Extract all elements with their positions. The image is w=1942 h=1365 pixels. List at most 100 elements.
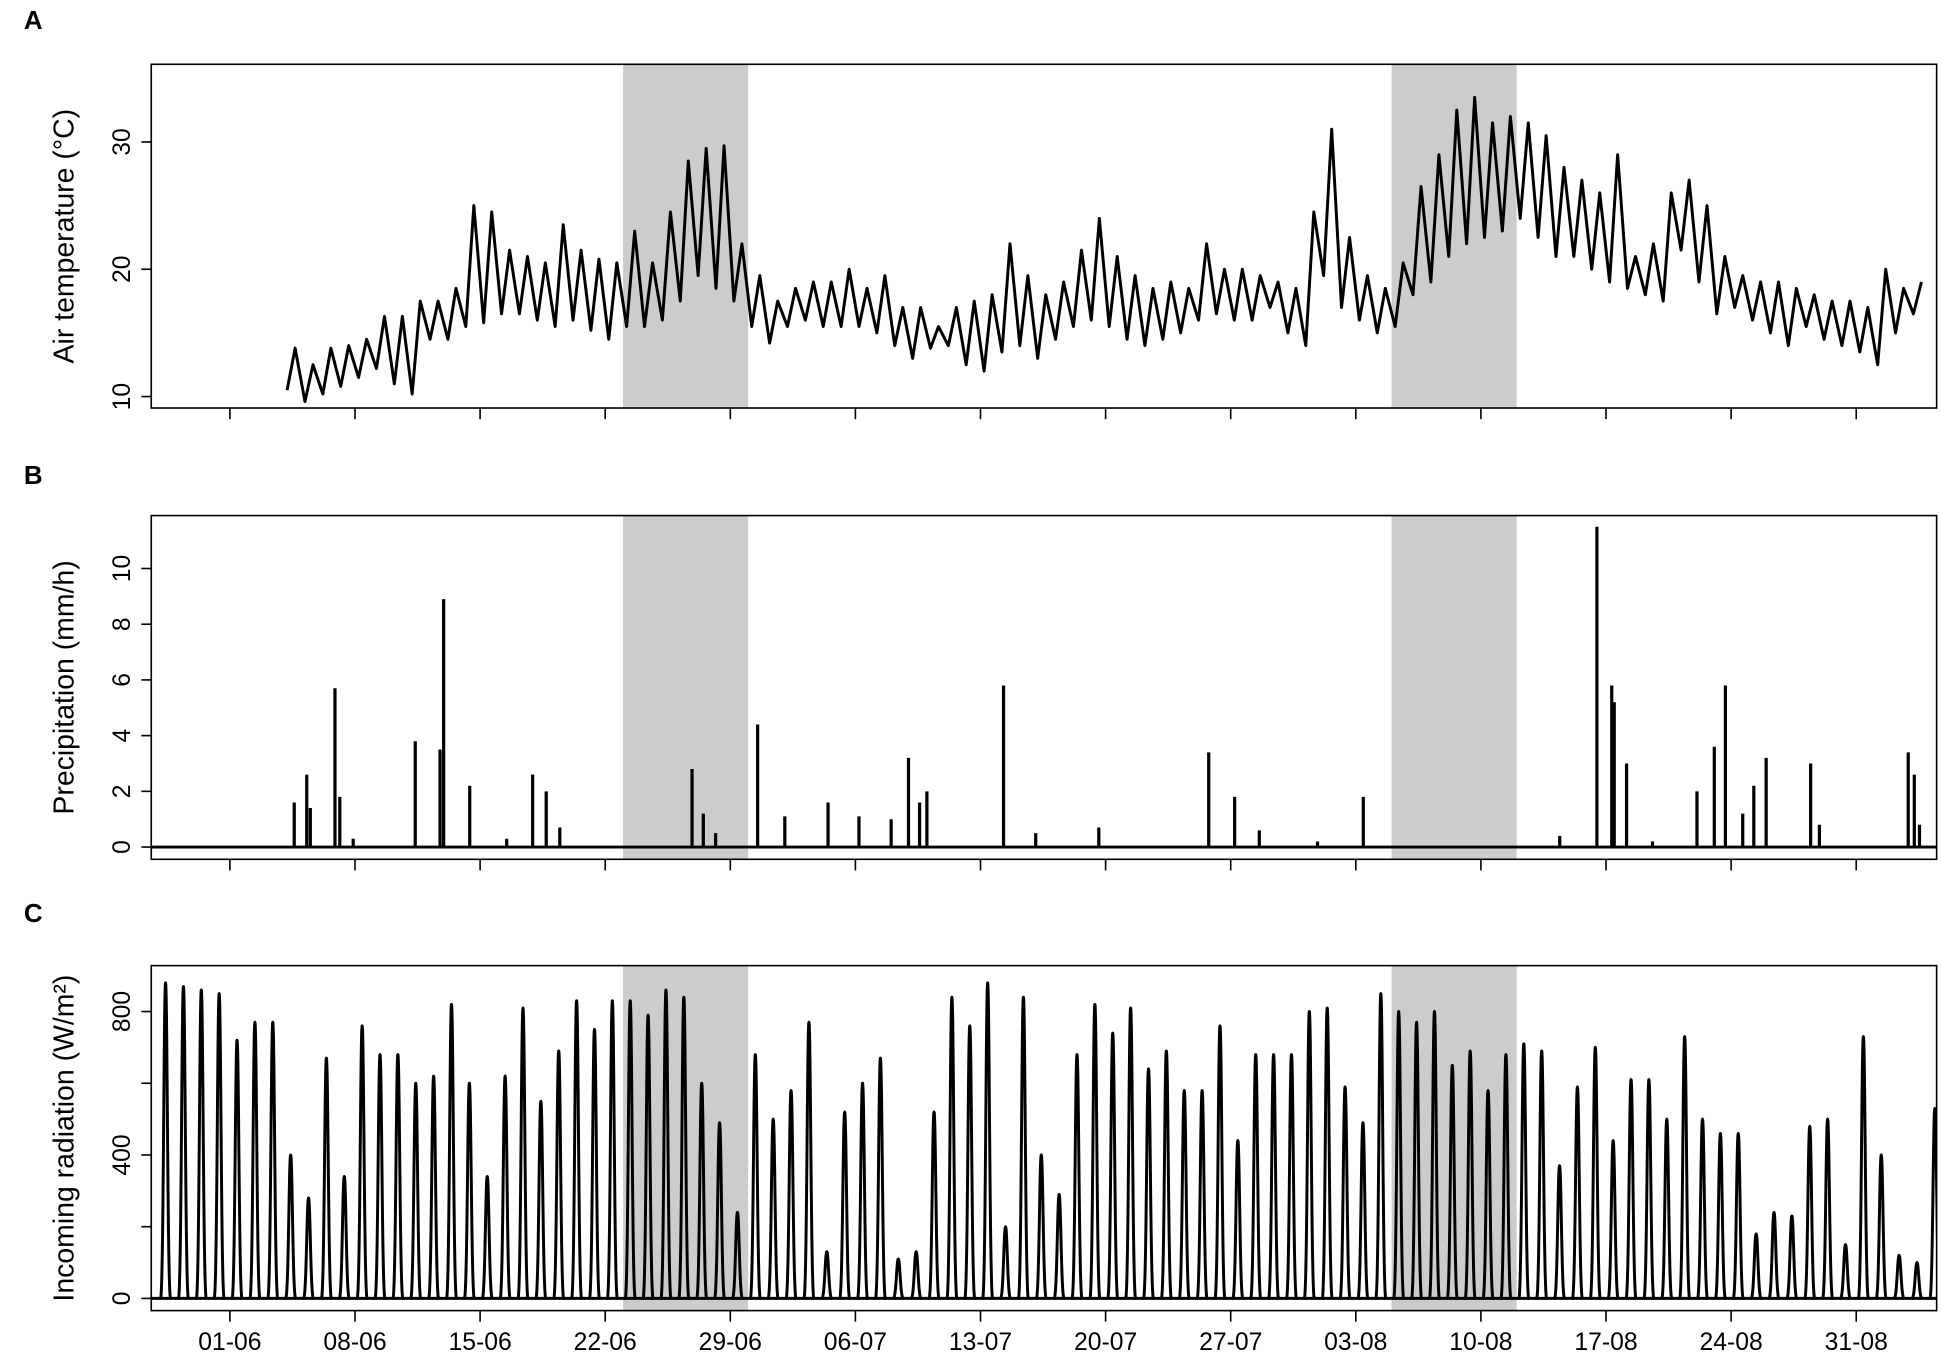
x-tick-label: 17-08 — [1574, 1329, 1637, 1356]
radiation-peak — [820, 1250, 834, 1300]
plot-frame — [150, 514, 1938, 861]
radiation-peak — [1052, 1192, 1066, 1300]
radiation-peak — [1570, 1085, 1584, 1300]
plot-area — [285, 64, 1923, 409]
panel-letter: A — [24, 5, 43, 35]
y-tick-label: 8 — [109, 617, 136, 631]
highlight-band — [1391, 64, 1517, 409]
y-tick-label: 10 — [109, 555, 136, 583]
x-tick-label: 24-08 — [1699, 1329, 1762, 1356]
radiation-peak — [1088, 1002, 1102, 1300]
radiation-peak — [587, 1027, 601, 1300]
radiation-peak — [230, 1038, 244, 1300]
radiation-peak — [1177, 1088, 1191, 1300]
radiation-peak — [1124, 1006, 1138, 1300]
radiation-peak — [373, 1053, 387, 1300]
radiation-peak — [1213, 1024, 1227, 1300]
x-tick-label: 31-08 — [1825, 1329, 1888, 1356]
radiation-peak — [963, 1024, 977, 1300]
radiation-peak — [1624, 1078, 1638, 1300]
radiation-peak — [838, 1110, 852, 1300]
radiation-peak — [1142, 1067, 1155, 1300]
radiation-peak — [677, 995, 691, 1300]
radiation-peak — [1785, 1214, 1799, 1300]
radiation-peak — [784, 1088, 798, 1300]
radiation-peak — [391, 1053, 405, 1300]
plot-frame — [150, 964, 1938, 1312]
radiation-peak — [427, 1074, 441, 1300]
radiation-peak — [570, 999, 584, 1300]
radiation-peak — [1892, 1253, 1906, 1300]
radiation-peak — [856, 1081, 870, 1300]
radiation-peak — [248, 1020, 262, 1300]
radiation-peak — [695, 1081, 709, 1300]
x-tick-label: 29-06 — [699, 1329, 762, 1356]
plot-frame — [150, 63, 1938, 409]
radiation-peak — [284, 1153, 298, 1300]
y-tick-label: 4 — [109, 729, 136, 743]
radiation-peak — [302, 1196, 316, 1300]
radiation-peak — [999, 1225, 1013, 1300]
radiation-peak — [1070, 1053, 1084, 1300]
radiation-peak — [480, 1174, 494, 1300]
radiation-peak — [1302, 1010, 1316, 1300]
y-axis-title: Air temperature (°C) — [48, 109, 80, 364]
radiation-peak — [1517, 1042, 1531, 1300]
radiation-peak — [1767, 1210, 1781, 1300]
radiation-peak — [1195, 1088, 1209, 1300]
radiation-peak — [1696, 1117, 1709, 1300]
radiation-peak — [1410, 1020, 1424, 1300]
radiation-peak — [927, 1110, 941, 1300]
panel: A Air temperature (°C) 10 20 30 — [24, 5, 1938, 420]
radiation-peak — [1356, 1121, 1370, 1300]
radiation-peak — [1481, 1088, 1495, 1300]
y-tick-label: 30 — [109, 128, 136, 156]
radiation-peak — [1749, 1232, 1763, 1300]
radiation-peak — [1499, 1053, 1513, 1300]
radiation-peak — [176, 984, 190, 1300]
plot-area — [151, 965, 1937, 1311]
radiation-peak — [1856, 1035, 1870, 1300]
radiation-peak — [1660, 1117, 1674, 1300]
radiation-peak — [159, 981, 173, 1300]
radiation-peak — [266, 1020, 280, 1300]
radiation-peak — [1874, 1153, 1888, 1300]
radiation-peak — [1445, 1063, 1459, 1300]
y-axis-title: Incoming radiation (W/m²) — [48, 975, 80, 1302]
y-tick-label: 800 — [109, 991, 136, 1032]
radiation-peak — [1928, 1106, 1937, 1300]
radiation-peak — [1553, 1164, 1567, 1300]
radiation-peak — [713, 1121, 727, 1300]
y-axis-title: Precipitation (mm/h) — [48, 560, 80, 814]
radiation-peak — [1034, 1153, 1048, 1300]
x-tick-label: 08-06 — [323, 1329, 386, 1356]
x-tick-label: 22-06 — [574, 1329, 637, 1356]
radiation-peak — [873, 1056, 887, 1300]
radiation-peak — [730, 1210, 744, 1300]
x-tick-label: 13-07 — [949, 1329, 1012, 1356]
radiation-peak — [981, 981, 995, 1300]
highlight-band — [623, 64, 749, 409]
radiation-peak — [1338, 1085, 1352, 1300]
radiation-peak — [1463, 1049, 1477, 1300]
radiation-peak — [319, 1056, 333, 1300]
highlight-band — [623, 515, 749, 860]
radiation-peak — [891, 1257, 905, 1300]
radiation-peak — [1678, 1035, 1692, 1300]
radiation-peak — [1392, 1010, 1406, 1300]
radiation-peak — [355, 1024, 369, 1300]
radiation-peak — [1016, 995, 1030, 1300]
y-tick-label: 6 — [109, 673, 136, 687]
radiation-peak — [641, 1013, 655, 1300]
radiation-peak — [748, 1053, 762, 1300]
radiation-peak — [1106, 1031, 1120, 1300]
radiation-peak — [1839, 1243, 1852, 1300]
x-tick-label: 27-07 — [1199, 1329, 1262, 1356]
radiation-peak — [409, 1081, 423, 1300]
radiation-peak — [1910, 1261, 1924, 1300]
radiation-peak — [534, 1099, 548, 1300]
radiation-peak — [623, 999, 637, 1300]
radiation-peak — [605, 999, 619, 1300]
